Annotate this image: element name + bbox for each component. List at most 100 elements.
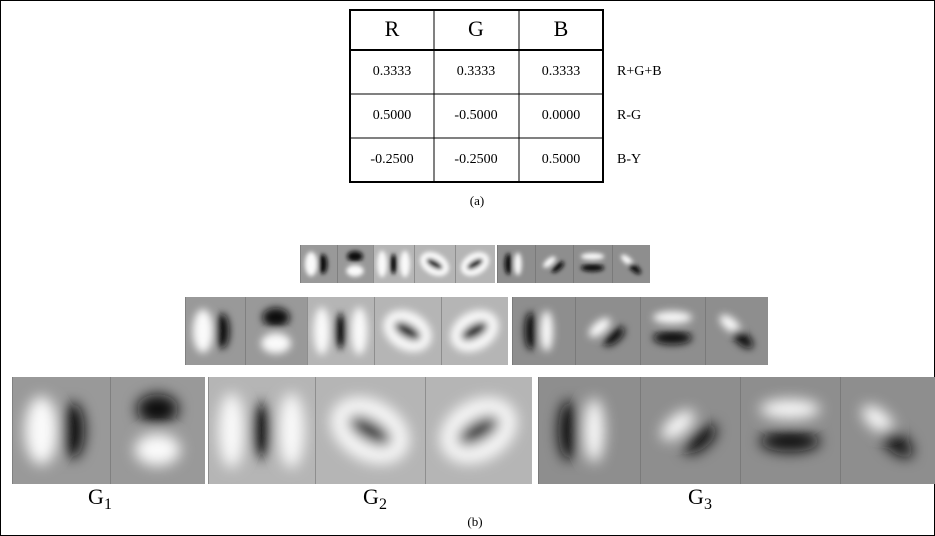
table-cell: 0.3333 xyxy=(373,64,412,79)
filter-tile xyxy=(373,245,414,283)
tile-bg xyxy=(245,297,307,365)
tile-pattern xyxy=(524,310,553,352)
filter-label: G1 xyxy=(88,484,112,513)
lobe xyxy=(389,254,398,274)
label-sub: 3 xyxy=(704,496,712,513)
lobe xyxy=(683,424,717,454)
tile-pattern xyxy=(580,252,605,272)
lobe xyxy=(347,251,363,262)
lobe xyxy=(580,264,605,272)
tile-pattern xyxy=(460,252,490,276)
tile-pattern xyxy=(419,251,450,277)
filter-tile xyxy=(740,377,840,484)
filter-tile xyxy=(12,377,110,484)
lobe xyxy=(760,430,820,452)
lobe xyxy=(558,400,579,461)
lobe xyxy=(514,252,522,276)
tile-pattern xyxy=(719,314,754,349)
lobe xyxy=(457,415,500,446)
lobe xyxy=(732,329,754,349)
lobe xyxy=(192,309,214,353)
filter-tile xyxy=(315,377,425,484)
header-cell: B xyxy=(554,16,569,41)
filter-tile xyxy=(497,245,535,283)
filter-tile xyxy=(538,377,640,484)
lobe xyxy=(426,258,443,270)
lobe xyxy=(719,314,741,334)
lobe xyxy=(134,433,181,466)
lobe xyxy=(540,310,553,352)
lobe xyxy=(261,333,291,354)
filter-tile xyxy=(573,245,612,283)
lobe xyxy=(504,253,513,275)
lobe xyxy=(377,250,387,278)
lobe xyxy=(467,258,483,270)
table-border xyxy=(349,9,604,183)
lobe xyxy=(24,396,59,465)
tile-pattern xyxy=(330,397,410,464)
filter-tile xyxy=(840,377,935,484)
filter-tile xyxy=(185,297,245,365)
tile-pattern xyxy=(588,318,625,347)
lobe xyxy=(400,250,410,278)
tile-pattern xyxy=(313,307,368,355)
filter-tile xyxy=(640,377,740,484)
filter-bank xyxy=(12,245,935,484)
lobe xyxy=(61,402,85,459)
filter-tile xyxy=(640,297,705,365)
tile-pattern xyxy=(450,310,499,352)
filter-tile xyxy=(414,245,455,283)
tile-pattern xyxy=(304,251,328,277)
lobe xyxy=(218,393,245,468)
filter-tile xyxy=(425,377,532,484)
lobe xyxy=(862,405,894,435)
table-cell: 0.0000 xyxy=(542,108,581,123)
filter-label: G3 xyxy=(688,484,712,513)
filter-tile xyxy=(612,245,650,283)
tile-pattern xyxy=(261,307,291,354)
label-sub: 1 xyxy=(104,496,112,513)
tile-bg xyxy=(535,245,573,283)
filter-tile xyxy=(441,297,508,365)
tile-pattern xyxy=(346,251,364,277)
filter-tile xyxy=(300,245,337,283)
filter-tile xyxy=(337,245,373,283)
tile-pattern xyxy=(558,398,605,463)
table-cell: -0.2500 xyxy=(454,152,497,167)
table-cell: 0.5000 xyxy=(542,152,581,167)
lobe xyxy=(351,307,368,355)
row-label: B-Y xyxy=(617,152,641,167)
table-cell: 0.5000 xyxy=(373,108,412,123)
filter-label: G2 xyxy=(363,484,387,513)
filter-tile xyxy=(535,245,573,283)
tile-pattern xyxy=(653,311,692,345)
lobe xyxy=(334,313,347,349)
tile-pattern xyxy=(192,309,230,353)
lobe xyxy=(628,263,642,275)
lobe xyxy=(524,311,538,351)
lobe xyxy=(278,393,305,468)
tile-bg xyxy=(740,377,840,484)
lobe xyxy=(394,321,421,341)
header-cell: R xyxy=(385,16,400,41)
lobe xyxy=(580,252,605,260)
tile-bg xyxy=(575,297,640,365)
lobe xyxy=(346,265,364,277)
filter-tile xyxy=(374,297,441,365)
caption: (a) xyxy=(470,193,484,208)
tile-pattern xyxy=(620,254,642,275)
color-table xyxy=(349,9,604,183)
row-label: R-G xyxy=(617,108,641,123)
lobe xyxy=(653,311,692,324)
filter-tile xyxy=(705,297,768,365)
lobe xyxy=(653,331,692,345)
lobe xyxy=(251,402,272,459)
lobe xyxy=(215,313,230,349)
filter-tile xyxy=(575,297,640,365)
tile-bg xyxy=(110,377,205,484)
lobe xyxy=(318,254,328,274)
label-main: G xyxy=(88,484,104,509)
tile-pattern xyxy=(862,405,913,458)
lobe xyxy=(760,399,820,419)
